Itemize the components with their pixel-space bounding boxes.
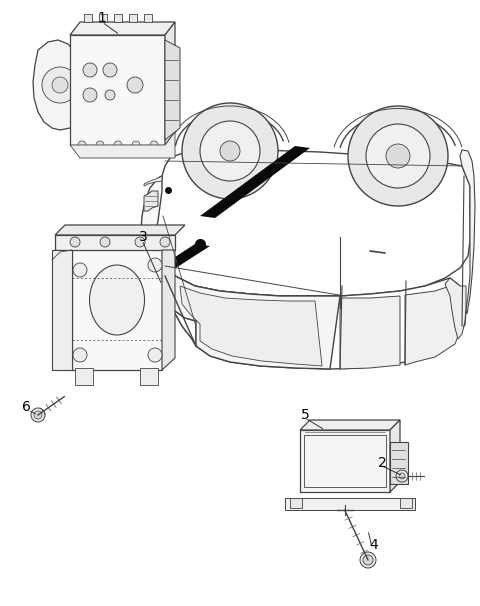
- Polygon shape: [390, 420, 400, 492]
- Polygon shape: [55, 225, 185, 235]
- Polygon shape: [162, 250, 175, 370]
- Circle shape: [100, 237, 110, 247]
- Polygon shape: [52, 250, 72, 370]
- Polygon shape: [141, 176, 162, 256]
- Polygon shape: [445, 278, 466, 339]
- Polygon shape: [140, 368, 158, 385]
- Polygon shape: [33, 40, 85, 130]
- Polygon shape: [144, 191, 158, 211]
- Polygon shape: [290, 498, 302, 508]
- Circle shape: [127, 77, 143, 93]
- Circle shape: [182, 103, 278, 199]
- Ellipse shape: [89, 265, 144, 335]
- Circle shape: [83, 63, 97, 77]
- Circle shape: [96, 141, 104, 149]
- Polygon shape: [114, 14, 122, 22]
- Circle shape: [83, 88, 97, 102]
- Polygon shape: [144, 14, 152, 22]
- Circle shape: [363, 555, 373, 565]
- Polygon shape: [155, 150, 470, 296]
- Circle shape: [360, 552, 376, 568]
- Circle shape: [70, 237, 80, 247]
- Circle shape: [52, 77, 68, 93]
- Polygon shape: [157, 249, 167, 261]
- Polygon shape: [144, 176, 162, 186]
- Text: 4: 4: [370, 538, 378, 552]
- Polygon shape: [300, 430, 390, 492]
- Circle shape: [34, 411, 42, 419]
- Polygon shape: [165, 276, 340, 369]
- Circle shape: [73, 263, 87, 277]
- Polygon shape: [300, 420, 400, 430]
- Polygon shape: [99, 14, 107, 22]
- Circle shape: [78, 141, 86, 149]
- Polygon shape: [95, 244, 210, 309]
- Circle shape: [42, 67, 78, 103]
- Circle shape: [114, 141, 122, 149]
- Circle shape: [132, 141, 140, 149]
- Circle shape: [148, 348, 162, 362]
- Polygon shape: [180, 286, 322, 366]
- Circle shape: [148, 258, 162, 272]
- Circle shape: [150, 141, 158, 149]
- Polygon shape: [162, 266, 466, 369]
- Polygon shape: [165, 22, 175, 145]
- Text: 5: 5: [300, 408, 310, 422]
- Circle shape: [399, 473, 405, 479]
- Text: 2: 2: [378, 456, 386, 470]
- Polygon shape: [55, 235, 175, 250]
- Circle shape: [160, 237, 170, 247]
- Polygon shape: [390, 442, 408, 484]
- Circle shape: [103, 63, 117, 77]
- Circle shape: [105, 90, 115, 100]
- Polygon shape: [75, 368, 93, 385]
- Circle shape: [220, 141, 240, 161]
- Circle shape: [386, 144, 410, 168]
- Text: 1: 1: [97, 11, 107, 25]
- Polygon shape: [200, 146, 310, 218]
- Text: 6: 6: [22, 400, 30, 414]
- Circle shape: [31, 408, 45, 422]
- Polygon shape: [285, 498, 415, 510]
- Circle shape: [348, 106, 448, 206]
- Polygon shape: [129, 14, 137, 22]
- Polygon shape: [70, 132, 175, 158]
- Circle shape: [135, 237, 145, 247]
- Polygon shape: [143, 233, 158, 248]
- Polygon shape: [340, 296, 400, 369]
- Circle shape: [366, 124, 430, 188]
- Polygon shape: [165, 40, 180, 140]
- Polygon shape: [405, 286, 460, 365]
- Polygon shape: [145, 246, 196, 346]
- Circle shape: [396, 470, 408, 482]
- Polygon shape: [70, 22, 175, 35]
- Text: 3: 3: [139, 230, 147, 244]
- Circle shape: [73, 348, 87, 362]
- Polygon shape: [72, 240, 162, 370]
- Circle shape: [200, 121, 260, 181]
- Polygon shape: [400, 498, 412, 508]
- Polygon shape: [460, 150, 475, 314]
- Polygon shape: [84, 14, 92, 22]
- Polygon shape: [70, 35, 165, 145]
